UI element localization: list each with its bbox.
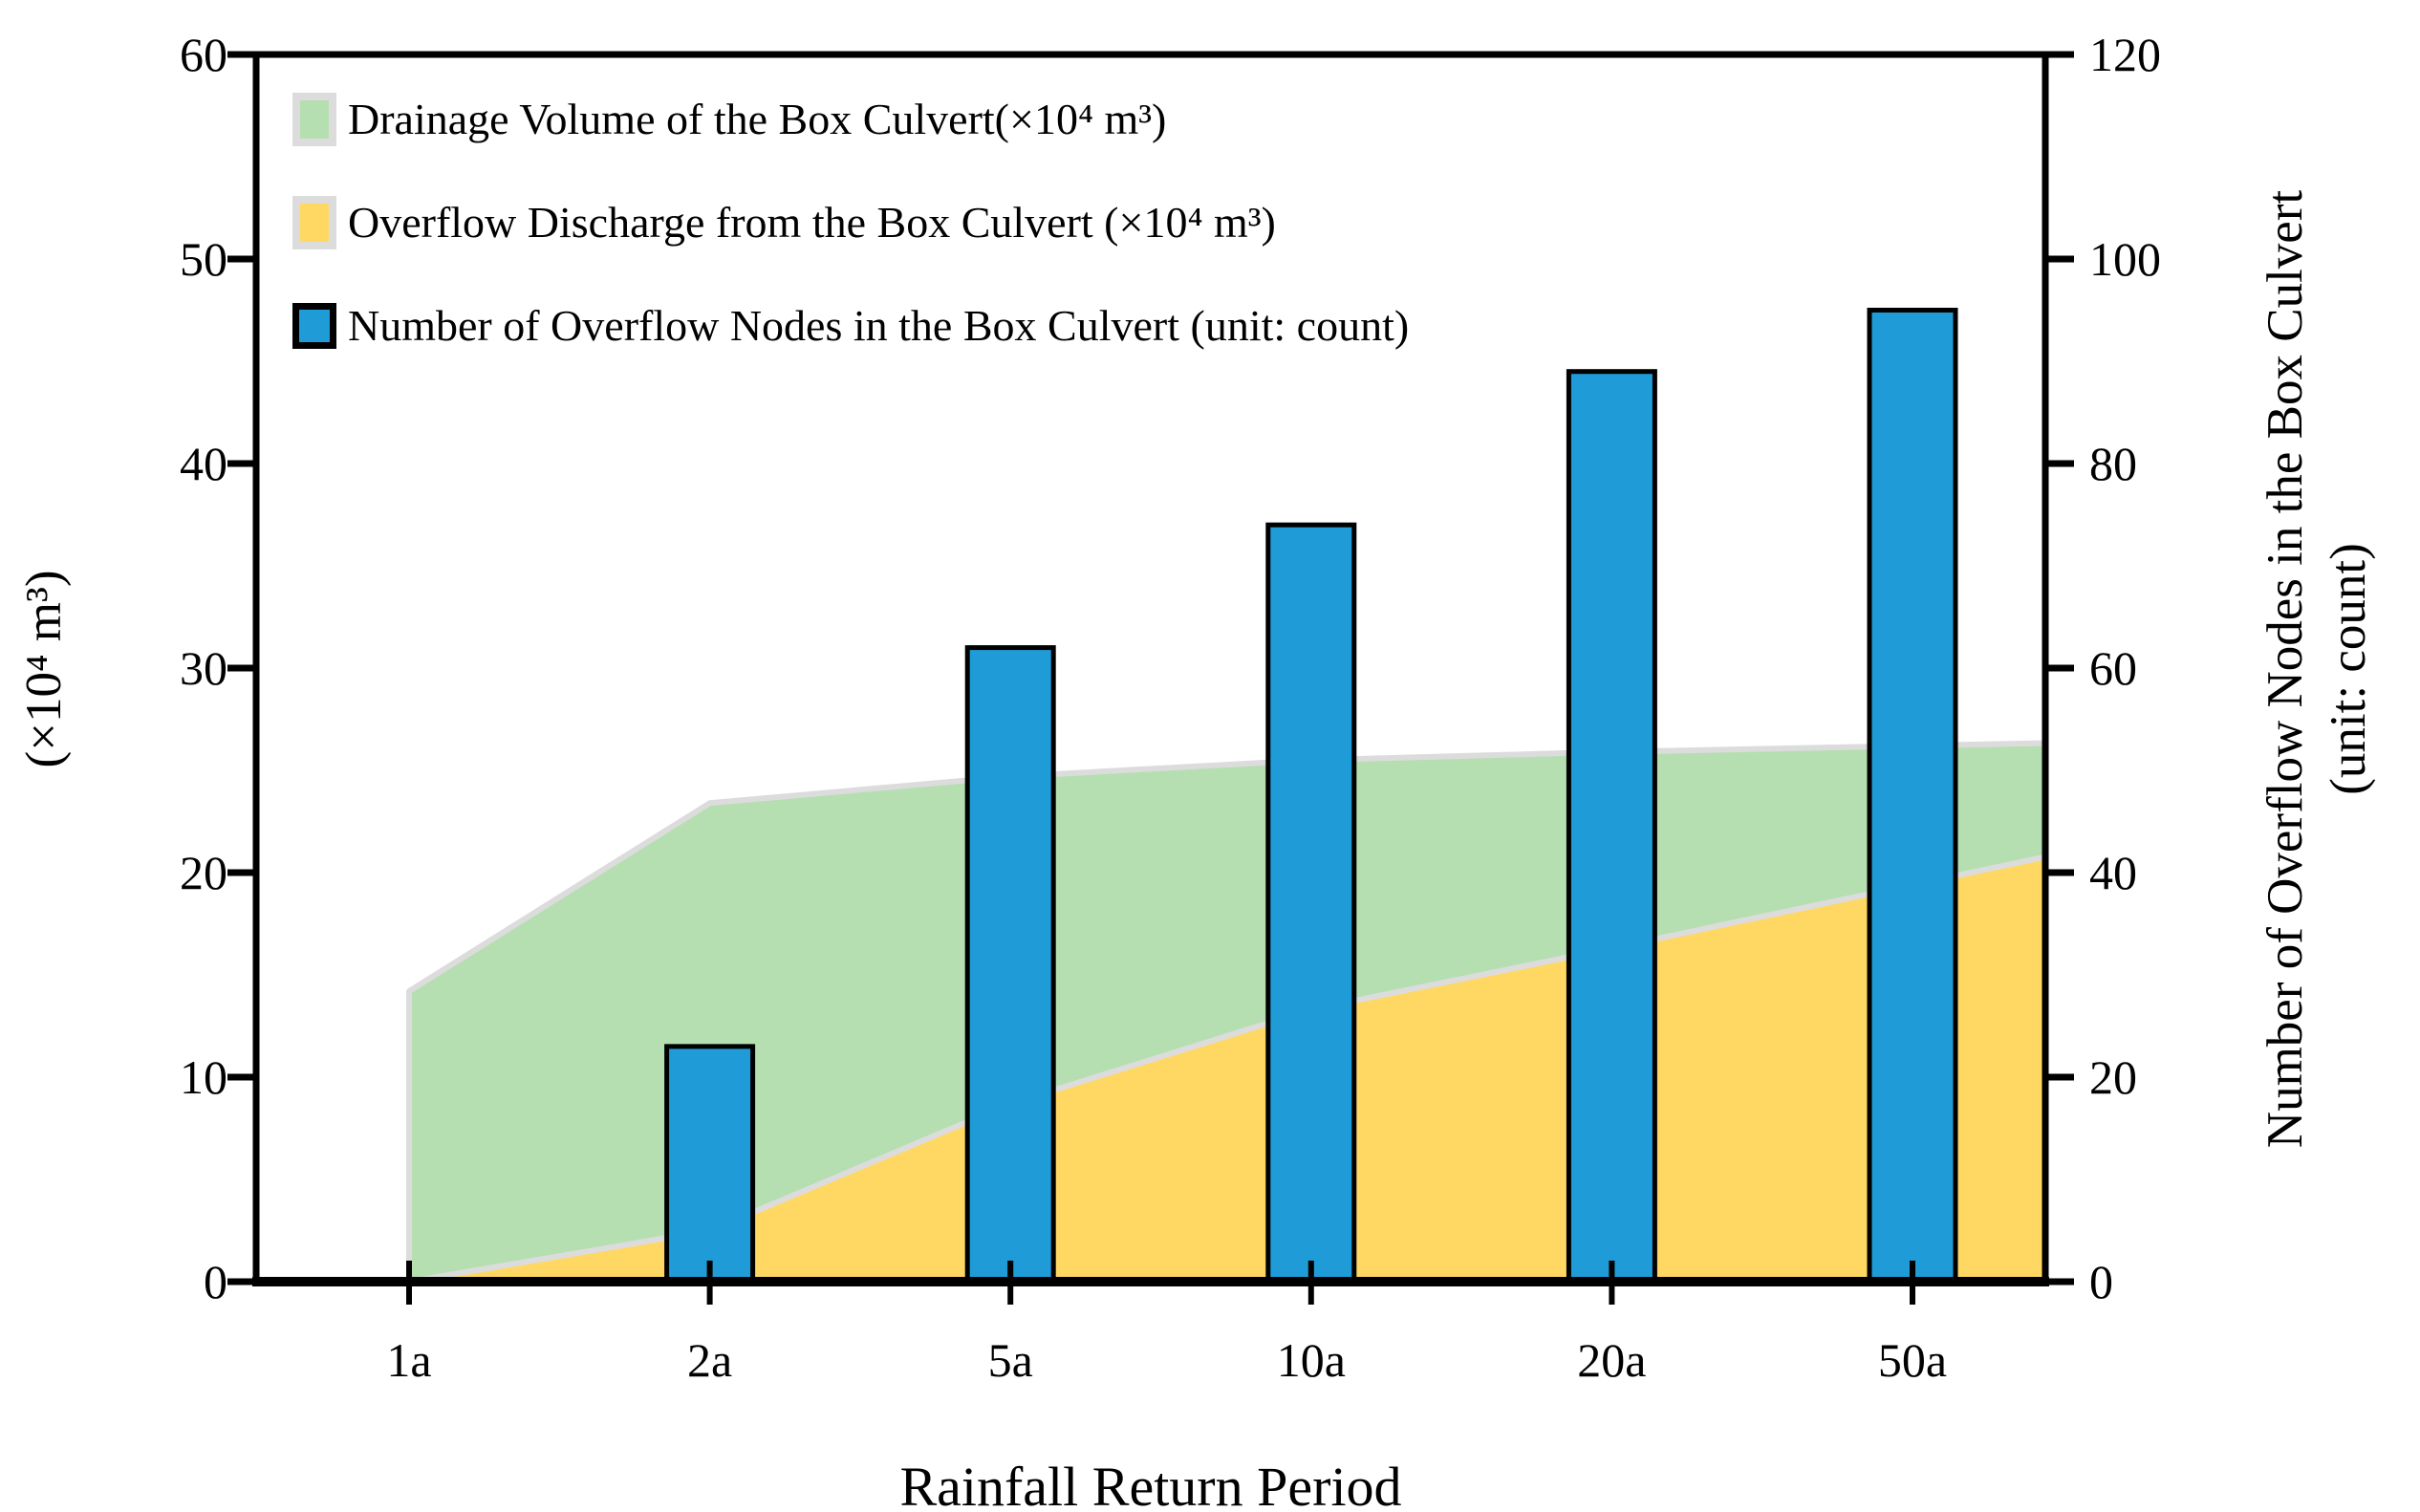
legend-swatch-green-area (292, 93, 336, 146)
right-axis-title-line1: Number of Overflow Nodes in the Box Culv… (2258, 189, 2313, 1149)
right-axis-title: Number of Overflow Nodes in the Box Culv… (2254, 190, 2380, 1148)
x-axis-category-label: 1a (386, 1333, 431, 1387)
legend-label: Drainage Volume of the Box Culvert(×10⁴ … (348, 95, 1167, 143)
legend-label: Number of Overflow Nodes in the Box Culv… (348, 301, 1410, 350)
x-axis-title: Rainfall Return Period (899, 1456, 1402, 1512)
area-edge-drainage-volume (406, 740, 2046, 1282)
left-axis-tick-label: 0 (204, 1255, 227, 1308)
legend-item-overflow-discharge: Overflow Discharge from the Box Culvert … (292, 195, 1409, 250)
right-axis-title-line2: (unit: count) (2321, 543, 2376, 795)
bar-20a (1566, 369, 1657, 1285)
left-axis-title-text: (×10⁴ m³) (16, 570, 72, 768)
left-axis-tick-label: 10 (180, 1050, 227, 1104)
left-axis-title: (×10⁴ m³) (12, 570, 76, 767)
x-axis-category-label: 50a (1878, 1333, 1947, 1387)
right-axis-tick-label: 0 (2089, 1255, 2113, 1308)
legend: Drainage Volume of the Box Culvert(×10⁴ … (292, 92, 1409, 401)
x-axis-category-label: 20a (1577, 1333, 1646, 1387)
legend-item-drainage-volume: Drainage Volume of the Box Culvert(×10⁴ … (292, 92, 1409, 147)
legend-item-overflow-nodes: Number of Overflow Nodes in the Box Culv… (292, 298, 1409, 354)
right-axis-tick-label: 120 (2089, 28, 2161, 81)
right-axis-tick-label: 80 (2089, 437, 2137, 490)
x-axis-category-label: 10a (1277, 1333, 1346, 1387)
bar-2a (664, 1044, 756, 1285)
bar-10a (1265, 522, 1357, 1285)
left-axis-tick-label: 30 (180, 641, 227, 695)
left-axis-tick-label: 50 (180, 232, 227, 286)
x-axis-category-label: 2a (687, 1333, 732, 1387)
right-axis-tick-label: 100 (2089, 232, 2161, 286)
left-axis-tick-label: 60 (180, 28, 227, 81)
x-axis-category-label: 5a (988, 1333, 1033, 1387)
right-axis-tick-label: 60 (2089, 641, 2137, 695)
bar-50a (1867, 308, 1958, 1285)
right-axis-tick-label: 20 (2089, 1050, 2137, 1104)
legend-swatch-blue-bar (292, 303, 336, 349)
bar-5a (964, 645, 1056, 1285)
legend-swatch-yellow-area (292, 196, 336, 249)
left-axis-tick-label: 20 (180, 846, 227, 899)
right-axis-tick-label: 40 (2089, 846, 2137, 899)
legend-label: Overflow Discharge from the Box Culvert … (348, 198, 1276, 247)
left-axis-tick-label: 40 (180, 437, 227, 490)
